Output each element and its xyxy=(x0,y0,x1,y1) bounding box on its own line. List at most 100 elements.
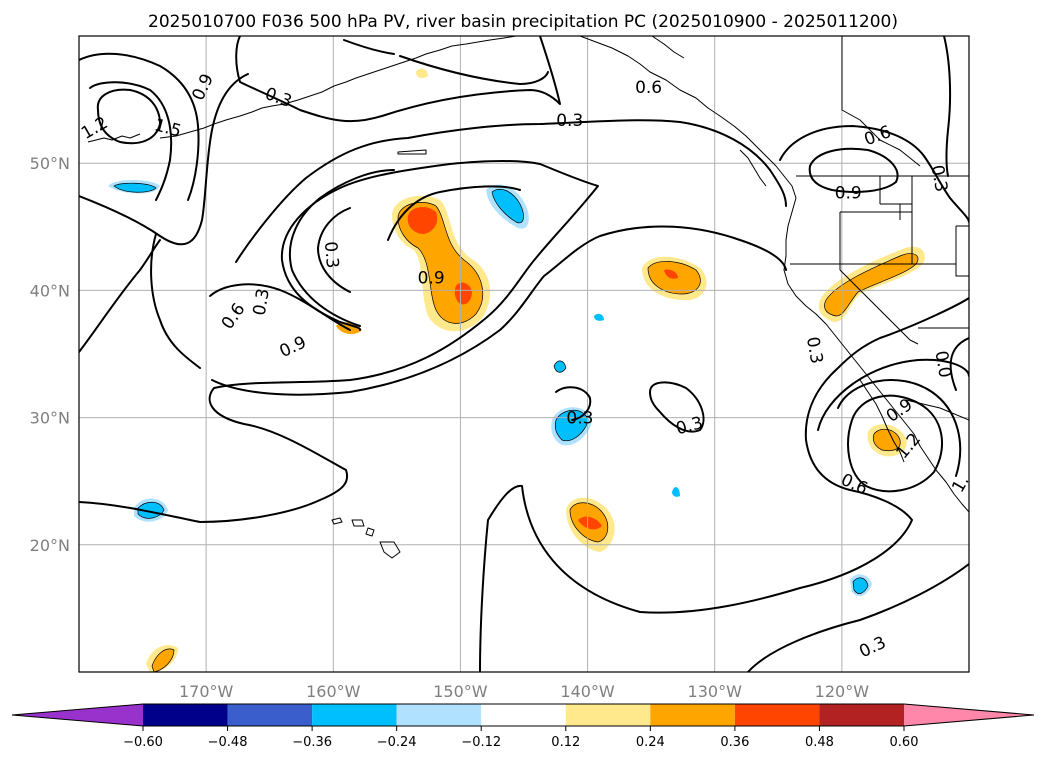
pv-contours xyxy=(79,36,969,672)
pv-contour xyxy=(949,337,969,391)
colorbar-tick-label: −0.60 xyxy=(123,735,163,750)
precip-region-negative xyxy=(853,577,868,594)
precip-region-negative xyxy=(594,313,604,321)
pv-contour xyxy=(96,88,161,145)
colorbar-segment xyxy=(312,704,397,726)
colorbar-segment xyxy=(227,704,313,726)
contour-label: 1. xyxy=(948,472,973,496)
pv-contour xyxy=(209,283,351,331)
latitude-tick-labels: 50°N 40°N 30°N 20°N xyxy=(30,154,70,555)
precipitation-shading xyxy=(108,68,925,672)
longitude-tick-labels: 170°W 160°W 150°W 140°W 130°W 120°W xyxy=(179,682,869,701)
colorbar-segment xyxy=(565,704,651,726)
colorbar-tick-label: 0.48 xyxy=(805,735,834,750)
pv-contour xyxy=(847,394,944,493)
pv-contour xyxy=(399,55,549,85)
colorbar-tick-label: 0.24 xyxy=(636,735,665,750)
map-panel: 0.91.2 1.50.3 0.60.30.30.60.90.30.90.60.9 0… xyxy=(78,35,973,673)
colorbar-tick-label: −0.24 xyxy=(377,735,417,750)
colorbar-tick-label: 0.12 xyxy=(551,735,580,750)
coastline xyxy=(739,149,767,187)
colorbar-tick-label: 0.36 xyxy=(720,735,749,750)
longitude-tick-label: 170°W xyxy=(179,682,234,701)
coastline xyxy=(859,379,905,463)
precip-region-positive xyxy=(152,648,174,672)
colorbar-tick-label: −0.48 xyxy=(208,735,248,750)
pv-contour xyxy=(89,81,173,201)
pv-contour xyxy=(479,297,969,672)
contour-label: 0.3 xyxy=(927,164,951,194)
precip-region-negative xyxy=(492,189,524,223)
precip-region-positive xyxy=(578,516,602,530)
precip-region-positive xyxy=(454,282,472,305)
colorbar-segment xyxy=(396,704,482,726)
map-background xyxy=(79,36,969,672)
latitude-tick-label: 20°N xyxy=(30,536,70,555)
coastline xyxy=(397,149,427,155)
precip-region-positive xyxy=(873,429,901,451)
pv-contour xyxy=(817,358,969,431)
colorbar-extend-max xyxy=(904,704,1034,726)
precip-region-negative xyxy=(554,360,566,373)
pv-contour xyxy=(343,39,395,55)
colorbar-segment xyxy=(650,704,735,726)
pv-contour xyxy=(211,225,787,396)
coastline xyxy=(651,36,685,59)
pv-contour xyxy=(79,73,249,246)
colorbar-segment xyxy=(819,704,904,726)
border-alaska-canada xyxy=(841,36,921,167)
contour-label: 0.3 xyxy=(566,409,593,429)
longitude-tick-label: 120°W xyxy=(815,682,870,701)
colorbar-tick-label: −0.12 xyxy=(461,735,501,750)
coastline xyxy=(331,517,343,525)
coastlines xyxy=(87,36,969,559)
coastline xyxy=(351,519,365,527)
contour-label: 0.6 xyxy=(635,78,662,98)
longitude-tick-label: 160°W xyxy=(306,682,361,701)
coastline xyxy=(579,36,797,199)
pv-contour xyxy=(235,119,787,263)
longitude-tick-label: 150°W xyxy=(433,682,488,701)
pv-contour xyxy=(79,239,161,353)
precip-region-negative xyxy=(114,183,156,193)
map-gridlines xyxy=(79,36,969,672)
pv-contour xyxy=(288,169,395,327)
precip-region-positive xyxy=(407,207,438,234)
contour-label: 0.3 xyxy=(802,335,826,365)
pv-contour xyxy=(837,379,962,477)
pv-contour xyxy=(235,36,561,123)
pv-contour xyxy=(387,185,521,241)
contour-label: 0.9 xyxy=(418,269,445,289)
coastline xyxy=(159,36,517,139)
precip-region-negative xyxy=(138,502,164,519)
precip-region-positive xyxy=(664,269,678,279)
pv-contour xyxy=(779,125,969,223)
contour-label: 0.3 xyxy=(320,241,342,270)
precip-region-positive xyxy=(824,253,919,316)
colorbar: −0.60 −0.48 −0.36 −0.24 −0.12 0.12 0.24 0.36 0.4… xyxy=(11,703,1035,750)
coastline xyxy=(87,133,141,143)
map-title: 2025010700 F036 500 hPa PV, river basin … xyxy=(148,12,898,32)
pv-contour xyxy=(747,563,969,672)
precip-region-positive xyxy=(416,68,428,79)
contour-label: 0.9 xyxy=(835,183,862,203)
pv-contour xyxy=(943,36,952,177)
coastline xyxy=(365,527,375,537)
colorbar-segment xyxy=(481,704,566,726)
pv-contour xyxy=(79,52,200,201)
latitude-tick-label: 40°N xyxy=(30,281,70,300)
longitude-tick-label: 140°W xyxy=(560,682,615,701)
pv-contour xyxy=(150,233,201,369)
pv-contour xyxy=(317,207,351,293)
latitude-tick-label: 30°N xyxy=(30,409,70,428)
pv-contour xyxy=(555,386,592,421)
coastline xyxy=(379,541,401,559)
colorbar-tick-label: 0.60 xyxy=(890,735,919,750)
colorbar-extend-min xyxy=(12,704,143,726)
latitude-tick-label: 50°N xyxy=(30,154,70,173)
contour-label: 0.0 xyxy=(930,349,954,379)
map-frame xyxy=(78,35,970,673)
contour-label: 0.3 xyxy=(556,111,583,131)
pv-contour xyxy=(649,381,705,433)
